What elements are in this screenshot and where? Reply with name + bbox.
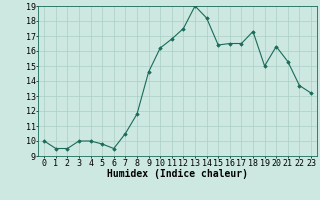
- X-axis label: Humidex (Indice chaleur): Humidex (Indice chaleur): [107, 169, 248, 179]
